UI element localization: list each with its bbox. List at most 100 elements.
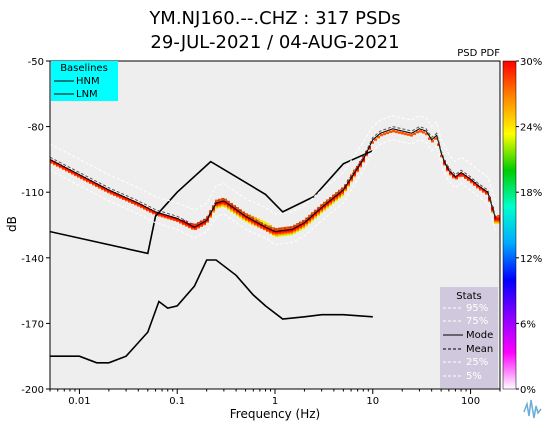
pdf-cell	[332, 201, 335, 204]
pdf-cell	[386, 131, 389, 135]
pdf-cell	[98, 184, 101, 188]
y-tick-label: -200	[21, 385, 44, 396]
pdf-cell	[356, 168, 359, 172]
x-tick-label: 10	[366, 396, 379, 407]
pdf-cell	[458, 174, 461, 178]
pdf-cell	[434, 137, 437, 140]
pdf-cell	[59, 165, 62, 169]
pdf-cell	[152, 210, 155, 213]
pdf-cell	[248, 219, 251, 223]
pdf-cell	[347, 183, 350, 186]
pdf-cell	[227, 202, 230, 205]
pdf-cell	[128, 200, 131, 203]
pdf-cell	[293, 226, 296, 229]
pdf-cell	[425, 132, 428, 136]
pdf-cell	[329, 203, 332, 206]
pdf-cell	[485, 192, 488, 195]
pdf-cell	[221, 203, 224, 206]
pdf-cell	[497, 215, 500, 218]
pdf-cell	[254, 221, 257, 224]
pdf-cell	[341, 193, 344, 197]
pdf-cell	[293, 229, 296, 233]
pdf-cell	[494, 221, 497, 224]
pdf-cell	[218, 200, 221, 203]
pdf-cell	[158, 212, 161, 216]
pdf-cell	[245, 217, 248, 220]
pdf-cell	[389, 130, 392, 134]
pdf-cell	[305, 221, 308, 224]
pdf-cell	[227, 206, 230, 209]
pdf-cell	[74, 172, 77, 175]
pdf-cell	[71, 170, 74, 174]
pdf-cell	[53, 162, 56, 166]
hnm-legend-label: HNM	[76, 76, 100, 87]
mode-legend-label: Mode	[466, 330, 493, 341]
pdf-cell	[233, 208, 236, 212]
pdf-cell	[473, 182, 476, 185]
pdf-cell	[224, 198, 227, 202]
pdf-cell	[338, 196, 341, 199]
pdf-cell	[455, 175, 458, 179]
pdf-cell	[281, 227, 284, 230]
pdf-cell	[329, 202, 332, 205]
x-tick-label: 1	[272, 396, 278, 407]
pdf-cell	[497, 221, 500, 225]
pdf-cell	[320, 209, 323, 212]
pdf-cell	[401, 131, 404, 135]
pdf-cell	[446, 168, 449, 172]
pdf-cell	[200, 224, 203, 227]
pdf-cell	[143, 205, 146, 209]
pdf-cell	[323, 205, 326, 209]
pdf-cell	[83, 176, 86, 180]
baselines-legend: Baselines HNM LNM	[51, 61, 118, 101]
pdf-cell	[278, 228, 281, 232]
pdf-cell	[299, 228, 302, 231]
pdf-cell	[338, 194, 341, 198]
pdf-cell	[335, 196, 338, 199]
pdf-cell	[137, 202, 140, 206]
pdf-cell	[239, 214, 242, 217]
pdf-cell	[290, 232, 293, 236]
pdf-cell	[299, 222, 302, 226]
pdf-cell	[290, 226, 293, 229]
pdf-cell	[185, 224, 188, 227]
pdf-cell	[491, 209, 494, 212]
pdf-cell	[431, 139, 434, 143]
pdf-cell	[287, 230, 290, 233]
pdf-cell	[56, 162, 59, 166]
pdf-cell	[290, 231, 293, 234]
pdf-cell	[218, 205, 221, 208]
pdf-cell	[194, 226, 197, 229]
pdf-cell	[197, 225, 200, 229]
pdf-cell	[449, 172, 452, 176]
colorbar-tick-label: 30%	[520, 57, 542, 68]
pdf-cell	[230, 209, 233, 212]
pdf-cell	[287, 227, 290, 231]
pdf-cell	[74, 173, 77, 177]
pdf-cell	[467, 178, 470, 182]
pdf-cell	[125, 198, 128, 202]
pdf-cell	[263, 226, 266, 229]
series-line-hnm	[50, 149, 374, 255]
pdf-cell	[224, 202, 227, 206]
pdf-cell	[464, 175, 467, 178]
pdf-cell	[449, 171, 452, 175]
pdf-cell	[203, 221, 206, 224]
pdf-cell	[221, 199, 224, 202]
pdf-cell	[161, 213, 164, 217]
p5-legend-label: 5%	[466, 371, 482, 382]
series-line-95pct	[50, 115, 496, 215]
pdf-cell	[182, 221, 185, 224]
pdf-cell	[92, 181, 95, 185]
pdf-cell	[215, 199, 218, 203]
pdf-cell	[266, 228, 269, 231]
pdf-cell	[437, 143, 440, 146]
series-lines	[50, 115, 496, 364]
pdf-cell	[188, 224, 191, 227]
pdf-cell	[308, 221, 311, 224]
pdf-cell	[272, 232, 275, 235]
pdf-cell	[158, 214, 161, 217]
pdf-cell	[275, 234, 278, 237]
pdf-cell	[359, 164, 362, 168]
pdf-cell	[188, 225, 191, 229]
